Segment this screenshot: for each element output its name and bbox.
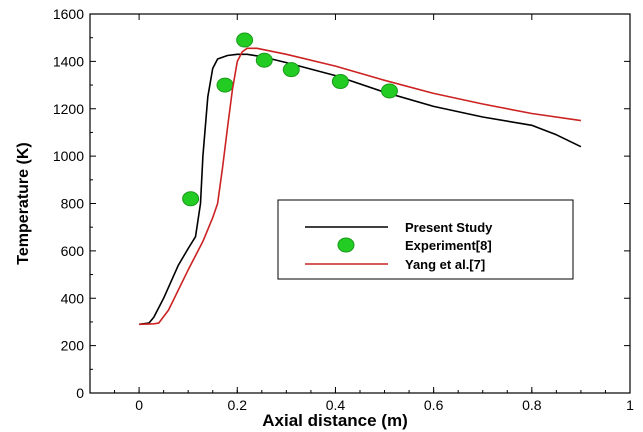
series-line-2 — [139, 47, 582, 326]
y-axis-label: Temperature (K) — [15, 142, 32, 264]
y-tick-label: 1000 — [53, 148, 84, 164]
legend-label-present-study: Present Study — [405, 220, 493, 235]
data-point — [236, 32, 254, 48]
y-tick-label: 600 — [61, 243, 85, 259]
ticks-layer: 0 0.2 0.4 0.6 0.8 1 0 200 400 600 800 1000 1200 1400 1… — [53, 6, 634, 413]
data-point — [331, 74, 349, 90]
y-tick-label: 200 — [61, 338, 85, 354]
x-tick-label: 0.4 — [326, 397, 346, 413]
data-point — [380, 83, 398, 99]
y-tick-label: 800 — [61, 196, 85, 212]
data-point — [282, 62, 300, 78]
x-tick-label: 0.2 — [228, 397, 248, 413]
y-tick-label: 1600 — [53, 6, 84, 22]
data-point — [216, 77, 234, 93]
y-tick-label: 1400 — [53, 53, 84, 69]
x-tick-label: 1 — [626, 397, 634, 413]
y-tick-label: 0 — [76, 385, 84, 401]
legend-box — [277, 199, 574, 280]
data-point — [182, 191, 200, 207]
legend: Present Study Experiment[8] Yang et al.[… — [277, 199, 574, 280]
x-tick-label: 0.6 — [424, 397, 444, 413]
series-layer — [139, 32, 582, 326]
y-tick-label: 1200 — [53, 101, 84, 117]
legend-label-yang-et-al: Yang et al.[7] — [405, 257, 485, 272]
data-point — [255, 52, 273, 68]
y-tick-label: 400 — [61, 290, 85, 306]
x-tick-label: 0.8 — [522, 397, 542, 413]
series-line-0 — [139, 53, 582, 326]
legend-swatch-experiment — [337, 237, 355, 253]
legend-label-experiment: Experiment[8] — [405, 238, 492, 253]
x-tick-label: 0 — [135, 397, 143, 413]
x-axis-label: Axial distance (m) — [262, 411, 408, 430]
